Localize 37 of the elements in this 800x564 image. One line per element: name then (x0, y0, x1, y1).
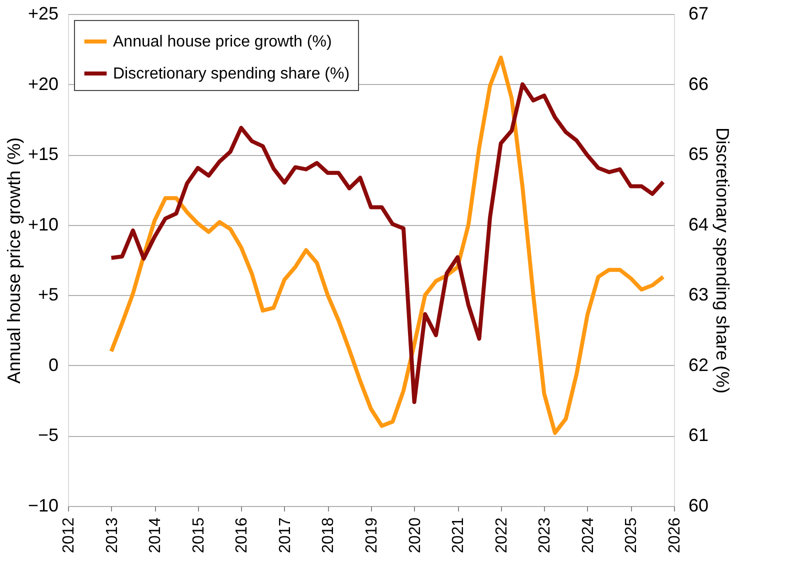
y-tick-label: +10 (28, 214, 58, 234)
x-tick-label: 2025 (623, 517, 640, 554)
x-tick-label: 2019 (364, 517, 380, 554)
x-tick-label: 2012 (60, 517, 78, 554)
x-tick-label: 2026 (666, 517, 684, 554)
y2-tick-label: 61 (688, 425, 709, 446)
y-tick-label: +5 (38, 284, 58, 305)
y-axis-title: Annual house price growth (%) (4, 137, 24, 384)
line-series (109, 82, 666, 404)
y2-tick-label: 62 (688, 354, 709, 375)
legend-label: Discretionary spending share (%) (113, 66, 350, 82)
y-tick-label: +25 (28, 4, 58, 24)
x-tick-label: 2013 (104, 517, 121, 554)
x-tick-label: 2024 (580, 517, 597, 554)
x-tick-label: 2015 (190, 517, 208, 554)
x-tick-label: 2021 (450, 517, 468, 554)
x-tick-label: 2022 (493, 517, 510, 554)
x-tick-label: 2017 (276, 517, 294, 554)
line-series (109, 56, 666, 435)
y-tick-label: −5 (38, 425, 58, 446)
y2-tick-label: 66 (688, 74, 709, 94)
y-tick-label: +15 (28, 144, 58, 164)
y-tick-label: 0 (48, 354, 58, 375)
y2-tick-label: 67 (688, 4, 709, 24)
x-tick-label: 2014 (147, 517, 164, 554)
legend-label: Annual house price growth (%) (113, 34, 332, 50)
y2-tick-label: 64 (688, 214, 709, 234)
y-tick-label: −10 (28, 496, 58, 516)
y2-axis-title: Discretionary spending share (%) (712, 127, 733, 394)
x-tick-label: 2020 (406, 517, 424, 554)
x-tick-label: 2018 (320, 517, 338, 554)
y2-tick-label: 63 (688, 284, 709, 305)
x-tick-label: 2023 (536, 517, 554, 554)
y-tick-label: +20 (28, 74, 58, 94)
y2-tick-label: 65 (688, 144, 709, 164)
y2-tick-label: 60 (688, 496, 709, 516)
x-tick-label: 2016 (234, 517, 251, 554)
